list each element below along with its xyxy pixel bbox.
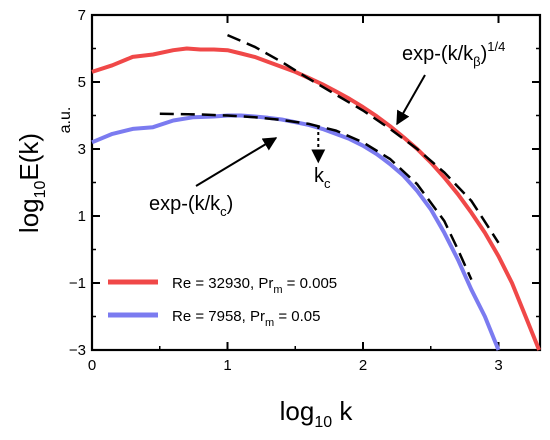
y-tick-label: 3: [78, 141, 86, 158]
series-line-1: [91, 113, 501, 351]
legend-label-red: Re = 32930, Prm = 0.005: [172, 275, 337, 296]
x-axis-title: log10 k: [280, 396, 354, 431]
fit-label-c: exp-(k/kc): [149, 193, 233, 219]
legend-label-blue: Re = 7958, Prm = 0.05: [172, 308, 320, 329]
y-tick-label: −3: [69, 342, 86, 359]
arrow-fit-beta: [396, 74, 426, 126]
y-tick-label: −1: [69, 275, 86, 292]
y-axis-unit: a.u.: [57, 107, 74, 134]
x-tick-label: 1: [223, 357, 231, 374]
y-tick-label: 7: [78, 7, 86, 24]
y-tick-label: 1: [78, 208, 86, 225]
y-axis-title: log10E(k): [14, 133, 49, 233]
plot-area: 0 1 2 3 −3 −1 1 3 5 7: [69, 7, 542, 374]
fit-label-beta: exp-(k/kβ)1/4: [402, 39, 505, 69]
x-tick-label: 3: [494, 357, 502, 374]
y-tick-label: 5: [78, 74, 86, 91]
arrow-fit-c: [195, 137, 278, 187]
fit-line-0: [227, 33, 500, 244]
x-tick-label: 0: [88, 357, 96, 374]
kc-marker-label: kc: [314, 165, 331, 191]
fit-line-1: [159, 112, 473, 281]
series-line-0: [91, 46, 541, 351]
legend: Re = 32930, Prm = 0.005 Re = 7958, Prm =…: [108, 275, 337, 329]
x-tick-label: 2: [359, 357, 367, 374]
